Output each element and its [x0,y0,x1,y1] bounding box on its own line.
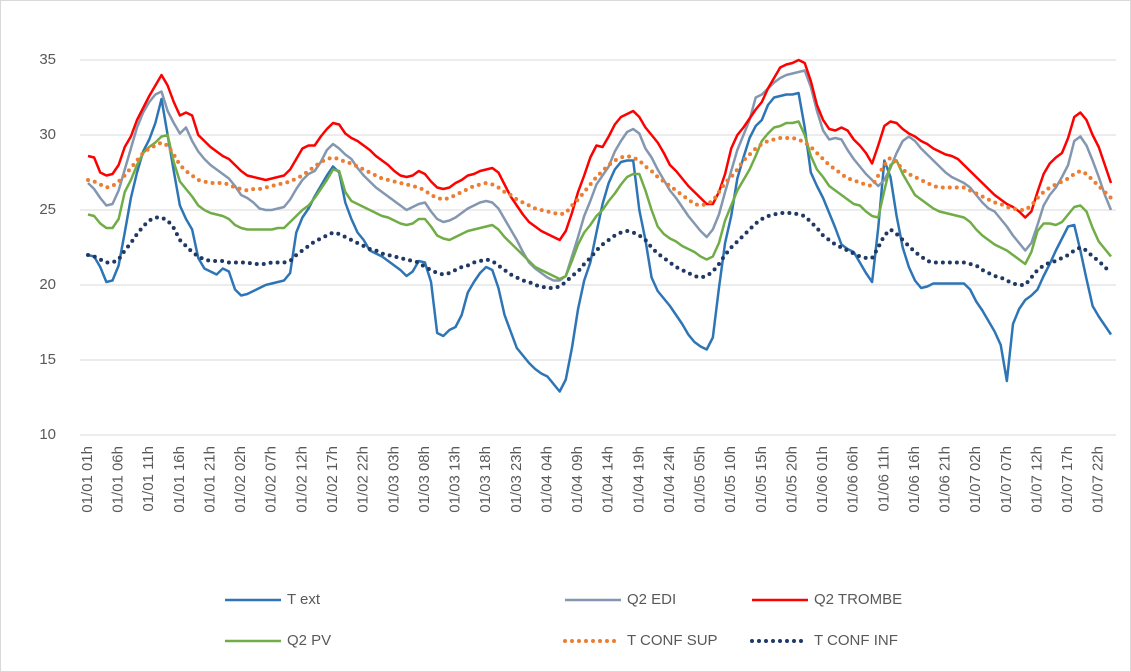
y-tick-label: 15 [39,351,56,368]
legend-label: Q2 PV [287,632,331,649]
x-axis: 01/01 01h 01/01 06h 01/01 11h 01/01 16h 01/0… [79,446,1107,513]
series-line [86,136,1113,217]
x-tick-label: 01/04 04h [538,446,555,513]
x-tick-label: 01/01 16h [171,446,188,513]
x-tick-label: 01/07 17h [1059,446,1076,513]
x-tick-label: 01/05 10h [722,446,739,513]
x-tick-label: 01/02 07h [263,446,280,513]
x-tick-label: 01/07 07h [998,446,1015,513]
x-tick-label: 01/04 09h [569,446,586,513]
y-tick-label: 20 [39,276,56,293]
series-line [86,211,1113,290]
x-tick-label: 01/04 19h [630,446,647,513]
x-tick-label: 01/06 16h [906,446,923,513]
x-tick-label: 01/07 12h [1028,446,1045,513]
legend: T ext Q2 EDI Q2 TROMBE Q2 PV T CONF SUP T CON… [225,591,902,649]
x-tick-label: 01/03 03h [385,446,402,513]
x-tick-label: 01/03 23h [508,446,525,513]
x-tick-label: 01/07 22h [1090,446,1107,513]
x-tick-label: 01/02 17h [324,446,341,513]
y-tick-label: 35 [39,51,56,68]
x-tick-label: 01/05 05h [692,446,709,513]
series-line [87,120,1112,281]
x-tick-label: 01/06 01h [814,446,831,513]
x-tick-label: 01/04 24h [661,446,678,513]
plot [86,58,1113,393]
x-tick-label: 01/02 22h [355,446,372,513]
x-tick-label: 01/03 18h [477,446,494,513]
x-tick-label: 01/05 20h [783,446,800,513]
x-tick-label: 01/01 21h [201,446,218,513]
x-tick-label: 01/01 11h [140,446,157,512]
legend-label: Q2 EDI [627,591,676,608]
grid: 10 15 20 25 30 35 [39,51,1116,443]
series-line [87,91,1113,393]
x-tick-label: 01/02 12h [293,446,310,513]
x-tick-label: 01/06 06h [845,446,862,513]
series-line [87,69,1113,282]
legend-label: T CONF INF [814,632,898,649]
legend-label: T ext [287,591,321,608]
y-tick-label: 25 [39,201,56,218]
x-tick-label: 01/05 15h [753,446,770,513]
y-tick-label: 10 [39,426,56,443]
x-tick-label: 01/06 11h [875,446,892,512]
x-tick-label: 01/02 02h [232,446,249,513]
x-tick-label: 01/03 08h [416,446,433,513]
x-tick-label: 01/01 06h [110,446,127,513]
series-line [87,58,1113,242]
x-tick-label: 01/06 21h [937,446,954,513]
y-tick-label: 30 [39,126,56,143]
x-tick-label: 01/04 14h [600,446,617,513]
legend-label: T CONF SUP [627,632,718,649]
legend-label: Q2 TROMBE [814,591,902,608]
x-tick-label: 01/01 01h [79,446,96,513]
x-tick-label: 01/03 13h [447,446,464,513]
x-tick-label: 01/07 02h [967,446,984,513]
